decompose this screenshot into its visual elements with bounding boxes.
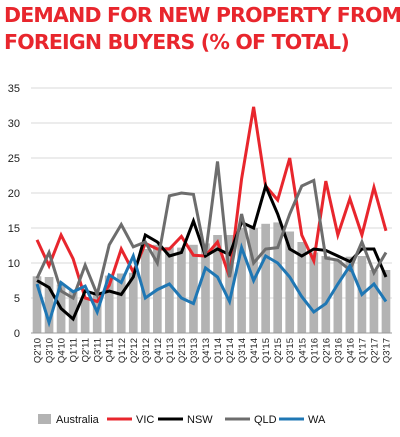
bar-australia bbox=[237, 228, 246, 333]
x-tick-label: Q4'10 bbox=[57, 338, 68, 363]
bar-australia bbox=[32, 276, 42, 333]
bar-australia bbox=[128, 272, 138, 333]
x-tick-label: Q2'11 bbox=[81, 338, 92, 362]
x-tick-label: Q4'12 bbox=[153, 338, 164, 363]
x-tick-label: Q3'16 bbox=[333, 338, 344, 363]
x-tick-label: Q1'14 bbox=[213, 338, 224, 363]
x-tick-label: Q1'17 bbox=[357, 338, 368, 363]
x-tick-label: Q2'15 bbox=[273, 338, 284, 363]
bar-australia bbox=[104, 275, 114, 333]
bar-australia bbox=[381, 270, 391, 333]
bar-australia bbox=[80, 299, 90, 333]
y-tick-label: 15 bbox=[8, 223, 20, 235]
legend-label-australia: Australia bbox=[56, 414, 100, 426]
bar-australia bbox=[321, 256, 331, 333]
x-tick-label: Q2'16 bbox=[321, 338, 332, 363]
series-line-qld bbox=[35, 161, 388, 301]
legend-label-nsw: NSW bbox=[187, 414, 213, 426]
bar-australia bbox=[68, 291, 78, 333]
y-tick-label: 10 bbox=[8, 258, 20, 270]
bar-layer bbox=[32, 222, 391, 333]
x-tick-label: Q2'10 bbox=[33, 338, 44, 363]
chart-title-line-1: DEMAND FOR NEW PROPERTY FROM bbox=[4, 3, 400, 27]
x-tick-label: Q2'14 bbox=[225, 338, 236, 363]
y-tick-label: 30 bbox=[8, 118, 20, 130]
x-tick-label: Q3'11 bbox=[93, 338, 104, 362]
chart-title-line-2: FOREIGN BUYERS (% OF TOTAL) bbox=[4, 30, 350, 54]
x-tick-label: Q4'13 bbox=[201, 338, 212, 363]
x-tick-label: Q2'13 bbox=[177, 338, 188, 363]
x-tick-label: Q1'12 bbox=[117, 338, 128, 363]
x-tick-label: Q3'17 bbox=[381, 338, 392, 363]
x-tick-label: Q4'14 bbox=[249, 338, 260, 363]
bar-australia bbox=[213, 235, 222, 333]
bar-australia bbox=[333, 260, 343, 333]
x-tick-label: Q1'16 bbox=[309, 338, 320, 363]
bar-australia bbox=[116, 273, 126, 333]
bar-australia bbox=[369, 270, 379, 333]
x-tick-label: Q4'11 bbox=[105, 338, 116, 362]
bar-australia bbox=[44, 277, 54, 333]
series-line-wa bbox=[35, 242, 388, 328]
x-tick-label: Q2'12 bbox=[129, 338, 140, 363]
y-tick-label: 35 bbox=[8, 83, 20, 95]
series-line-vic bbox=[35, 106, 388, 304]
y-tick-label: 20 bbox=[8, 188, 20, 200]
chart-title: DEMAND FOR NEW PROPERTY FROM FOREIGN BUY… bbox=[4, 2, 400, 56]
line-layer bbox=[35, 106, 388, 328]
x-tick-label: Q3'13 bbox=[189, 338, 200, 363]
series-line-nsw bbox=[36, 181, 388, 322]
x-tick-label: Q3'12 bbox=[141, 338, 152, 363]
x-tick-label: Q1'13 bbox=[165, 338, 176, 363]
bar-australia bbox=[189, 244, 198, 333]
bar-australia bbox=[345, 256, 355, 333]
legend-label-vic: VIC bbox=[136, 414, 154, 426]
bar-australia bbox=[225, 235, 234, 333]
x-tick-label: Q4'15 bbox=[297, 338, 308, 363]
x-tick-label: Q1'11 bbox=[69, 338, 80, 362]
legend-label-qld: QLD bbox=[254, 414, 277, 426]
y-tick-label: 0 bbox=[14, 328, 20, 340]
bar-australia bbox=[309, 252, 319, 333]
x-tick-label: Q3'14 bbox=[237, 338, 248, 363]
bar-australia bbox=[177, 247, 186, 333]
x-tick-label: Q3'15 bbox=[285, 338, 296, 363]
y-tick-label: 25 bbox=[8, 153, 20, 165]
bar-australia bbox=[273, 222, 283, 333]
legend-swatch-australia bbox=[38, 414, 51, 424]
x-tick-label: Q3'10 bbox=[45, 338, 56, 363]
legend-layer: Australia VIC NSW QLD WA bbox=[38, 414, 326, 426]
bar-australia bbox=[201, 243, 210, 333]
legend-label-wa: WA bbox=[308, 414, 326, 426]
bar-australia bbox=[261, 223, 270, 333]
bar-australia bbox=[165, 246, 174, 333]
bar-australia bbox=[297, 242, 307, 333]
bar-australia bbox=[140, 249, 150, 333]
x-tick-label: Q4'16 bbox=[345, 338, 356, 363]
x-tick-label: Q1'15 bbox=[261, 338, 272, 363]
bar-australia bbox=[285, 231, 295, 333]
y-tick-label: 5 bbox=[14, 293, 20, 305]
x-tick-label: Q2'17 bbox=[369, 338, 380, 363]
